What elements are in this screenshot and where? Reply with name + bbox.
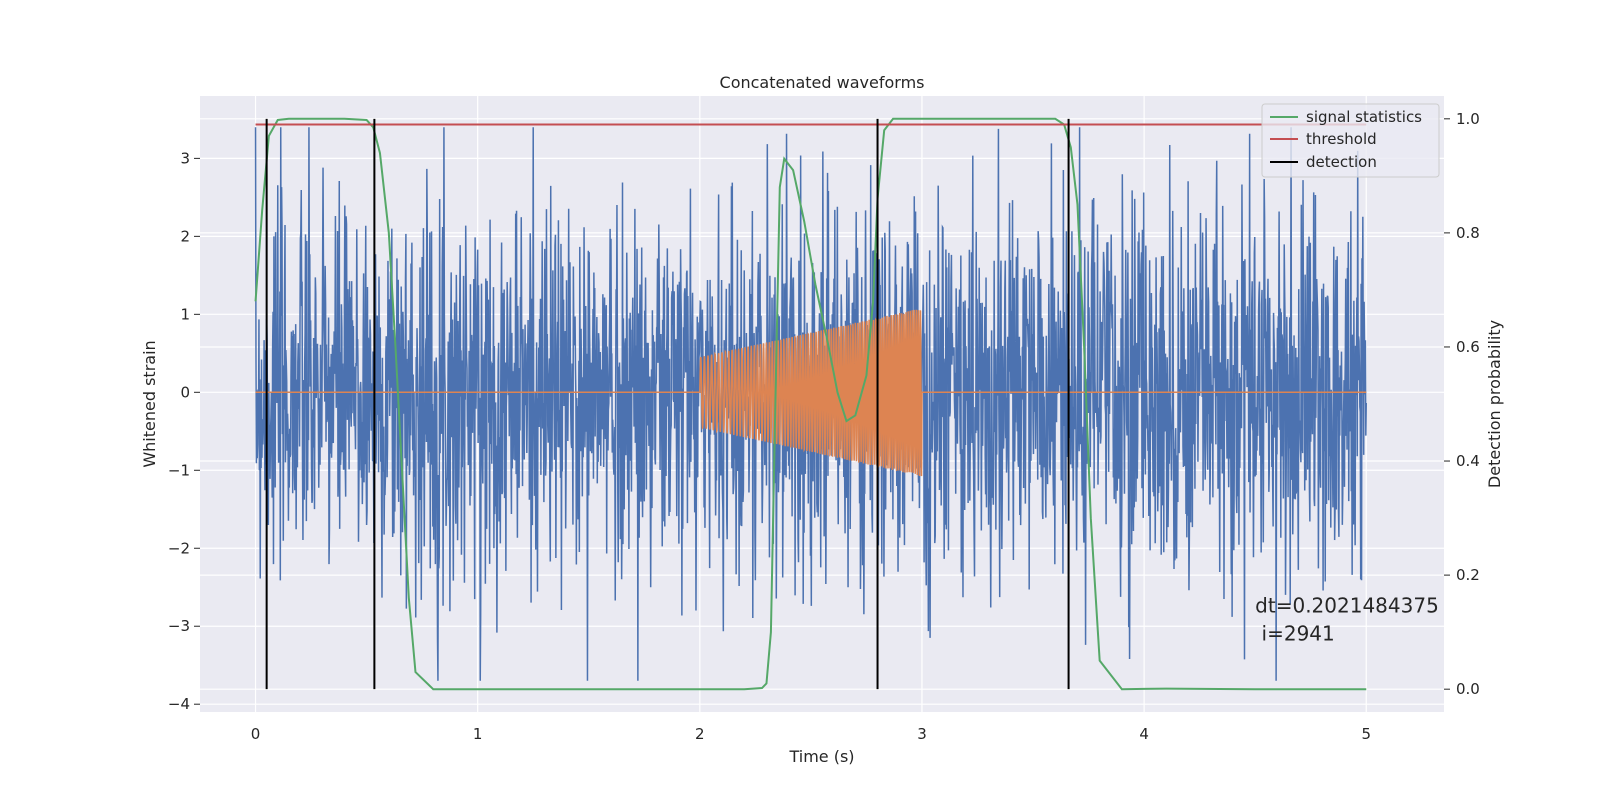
y-tick-label: 3 <box>180 149 190 167</box>
y-right-tick-label: 0.2 <box>1456 566 1480 584</box>
y-tick-label: −1 <box>168 461 190 479</box>
ticks: 0 1 2 3 4 5 −4 −3 −2 −1 0 1 2 3 0.0 0.2 0.4 0.6 0.8 1.0 <box>168 110 1480 743</box>
annotation-i: i=2941 <box>1255 621 1335 645</box>
y-right-tick-label: 0.6 <box>1456 338 1480 356</box>
x-tick-label: 2 <box>695 725 705 743</box>
x-tick-label: 0 <box>251 725 261 743</box>
x-axis-label: Time (s) <box>788 747 854 766</box>
legend-label-threshold: threshold <box>1306 130 1377 148</box>
y-tick-label: 2 <box>180 227 190 245</box>
legend: signal statistics threshold detection <box>1261 103 1440 178</box>
series-chirp-line <box>255 309 1367 477</box>
y-axis-label-right: Detection probability <box>1485 320 1504 488</box>
annotation-dt: dt=0.2021484375 <box>1255 593 1439 617</box>
legend-box <box>1261 103 1440 178</box>
y-right-tick-label: 1.0 <box>1456 110 1480 128</box>
y-tick-label: 0 <box>180 383 190 401</box>
x-tick-label: 3 <box>917 725 927 743</box>
y-right-tick-label: 0.0 <box>1456 680 1480 698</box>
legend-label-detection: detection <box>1306 153 1377 171</box>
y-tick-label: −2 <box>168 539 190 557</box>
y-tick-label: −3 <box>168 617 190 635</box>
y-right-tick-label: 0.4 <box>1456 452 1480 470</box>
chart-title: Concatenated waveforms <box>720 73 925 92</box>
legend-label-signal-statistics: signal statistics <box>1306 108 1422 126</box>
data-layer <box>254 117 1367 691</box>
y-right-tick-label: 0.8 <box>1456 224 1480 242</box>
x-tick-label: 1 <box>473 725 483 743</box>
series-signal-statistics-line <box>254 117 1367 691</box>
series-noise-line <box>254 127 1367 681</box>
y-axis-label: Whitened strain <box>140 340 159 467</box>
y-tick-label: 1 <box>180 305 190 323</box>
y-tick-label: −4 <box>168 695 190 713</box>
x-tick-label: 5 <box>1361 725 1371 743</box>
x-tick-label: 4 <box>1139 725 1149 743</box>
